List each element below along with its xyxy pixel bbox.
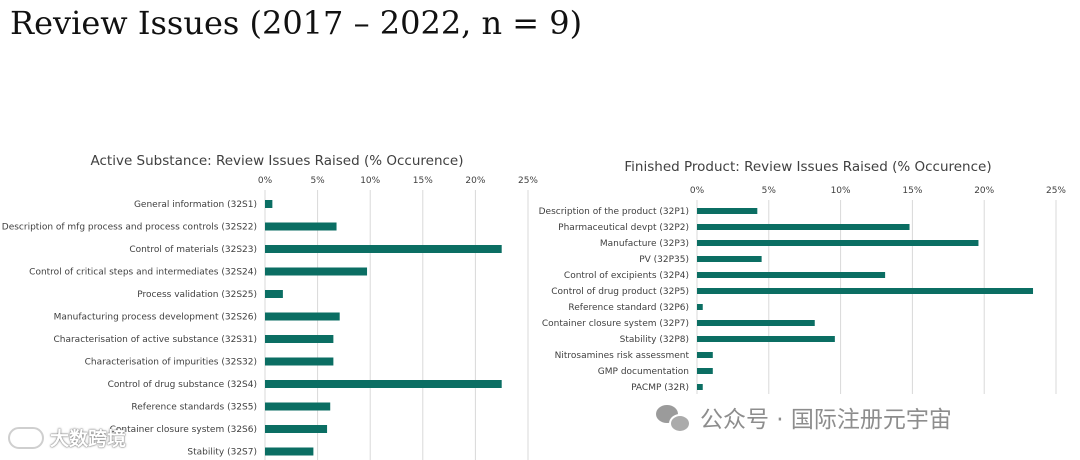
- bar: [697, 288, 1034, 294]
- bar: [265, 335, 334, 343]
- category-label: Reference standards (32S5): [131, 403, 257, 413]
- category-label: Manufacturing process development (32S26…: [54, 313, 257, 323]
- bar: [265, 425, 328, 433]
- chart-title: Finished Product: Review Issues Raised (…: [624, 159, 991, 175]
- x-tick-label: 0%: [690, 186, 705, 196]
- bar: [697, 368, 713, 374]
- bar: [265, 200, 273, 208]
- category-label: Characterisation of impurities (32S32): [85, 358, 257, 368]
- wechat-icon: [656, 403, 691, 433]
- category-label: Reference standard (32P6): [568, 303, 689, 313]
- x-tick-label: 5%: [310, 176, 325, 186]
- wechat-watermark: 公众号 · 国际注册元宇宙: [656, 400, 952, 434]
- bar: [697, 208, 758, 214]
- x-tick-label: 0%: [258, 176, 273, 186]
- bar: [697, 336, 835, 342]
- category-label: Characterisation of active substance (32…: [53, 335, 257, 345]
- bar: [697, 352, 713, 358]
- category-label: Manufacture (32P3): [600, 239, 689, 249]
- bar: [265, 245, 502, 253]
- bar: [265, 222, 337, 231]
- bar: [697, 272, 886, 278]
- category-label: Description of mfg process and process c…: [2, 223, 257, 233]
- category-label: Stability (32S7): [187, 448, 257, 458]
- category-label: Control of drug product (32P5): [551, 287, 689, 297]
- category-label: Process validation (32S25): [137, 290, 257, 300]
- category-label: Container closure system (32P7): [542, 319, 689, 329]
- category-label: GMP documentation: [598, 367, 689, 377]
- bar: [697, 320, 815, 326]
- category-label: General information (32S1): [134, 200, 257, 210]
- x-tick-label: 10%: [360, 176, 380, 186]
- bar: [265, 267, 368, 276]
- bar: [697, 256, 762, 262]
- category-label: PACMP (32R): [631, 383, 689, 393]
- wechat-watermark-text: 公众号 · 国际注册元宇宙: [700, 407, 952, 433]
- x-tick-label: 20%: [465, 176, 485, 186]
- bar: [697, 224, 910, 230]
- chart-title: Active Substance: Review Issues Raised (…: [91, 153, 464, 169]
- category-label: Control of materials (32S23): [129, 245, 257, 255]
- x-tick-label: 10%: [831, 186, 851, 196]
- source-watermark-text: 大数跨境: [50, 428, 127, 450]
- x-tick-label: 25%: [518, 176, 538, 186]
- category-label: Description of the product (32P1): [539, 207, 689, 217]
- x-tick-label: 5%: [762, 186, 777, 196]
- x-tick-label: 15%: [902, 186, 922, 196]
- category-label: Pharmaceutical devpt (32P2): [558, 223, 689, 233]
- category-label: Container closure system (32S6): [110, 425, 257, 435]
- bar: [697, 384, 703, 390]
- category-label: Control of excipients (32P4): [564, 271, 689, 281]
- category-label: Stability (32P8): [620, 335, 689, 345]
- source-watermark: 大数跨境: [8, 424, 126, 451]
- x-tick-label: 25%: [1046, 186, 1066, 196]
- category-label: PV (32P35): [639, 255, 689, 265]
- bar: [697, 240, 979, 246]
- page-title: Review Issues (2017 – 2022, n = 9): [10, 4, 583, 42]
- bar: [265, 290, 283, 298]
- x-tick-label: 20%: [974, 186, 994, 196]
- bar: [265, 402, 331, 411]
- bar: [265, 447, 314, 456]
- watermark-logo-icon: [8, 426, 44, 449]
- x-tick-label: 15%: [413, 176, 433, 186]
- category-label: Nitrosamines risk assessment: [555, 351, 690, 361]
- bar: [265, 357, 334, 366]
- category-label: Control of drug substance (32S4): [108, 380, 257, 390]
- bar: [265, 380, 502, 388]
- bar: [265, 312, 340, 321]
- category-label: Control of critical steps and intermedia…: [29, 268, 257, 278]
- bar: [697, 304, 703, 310]
